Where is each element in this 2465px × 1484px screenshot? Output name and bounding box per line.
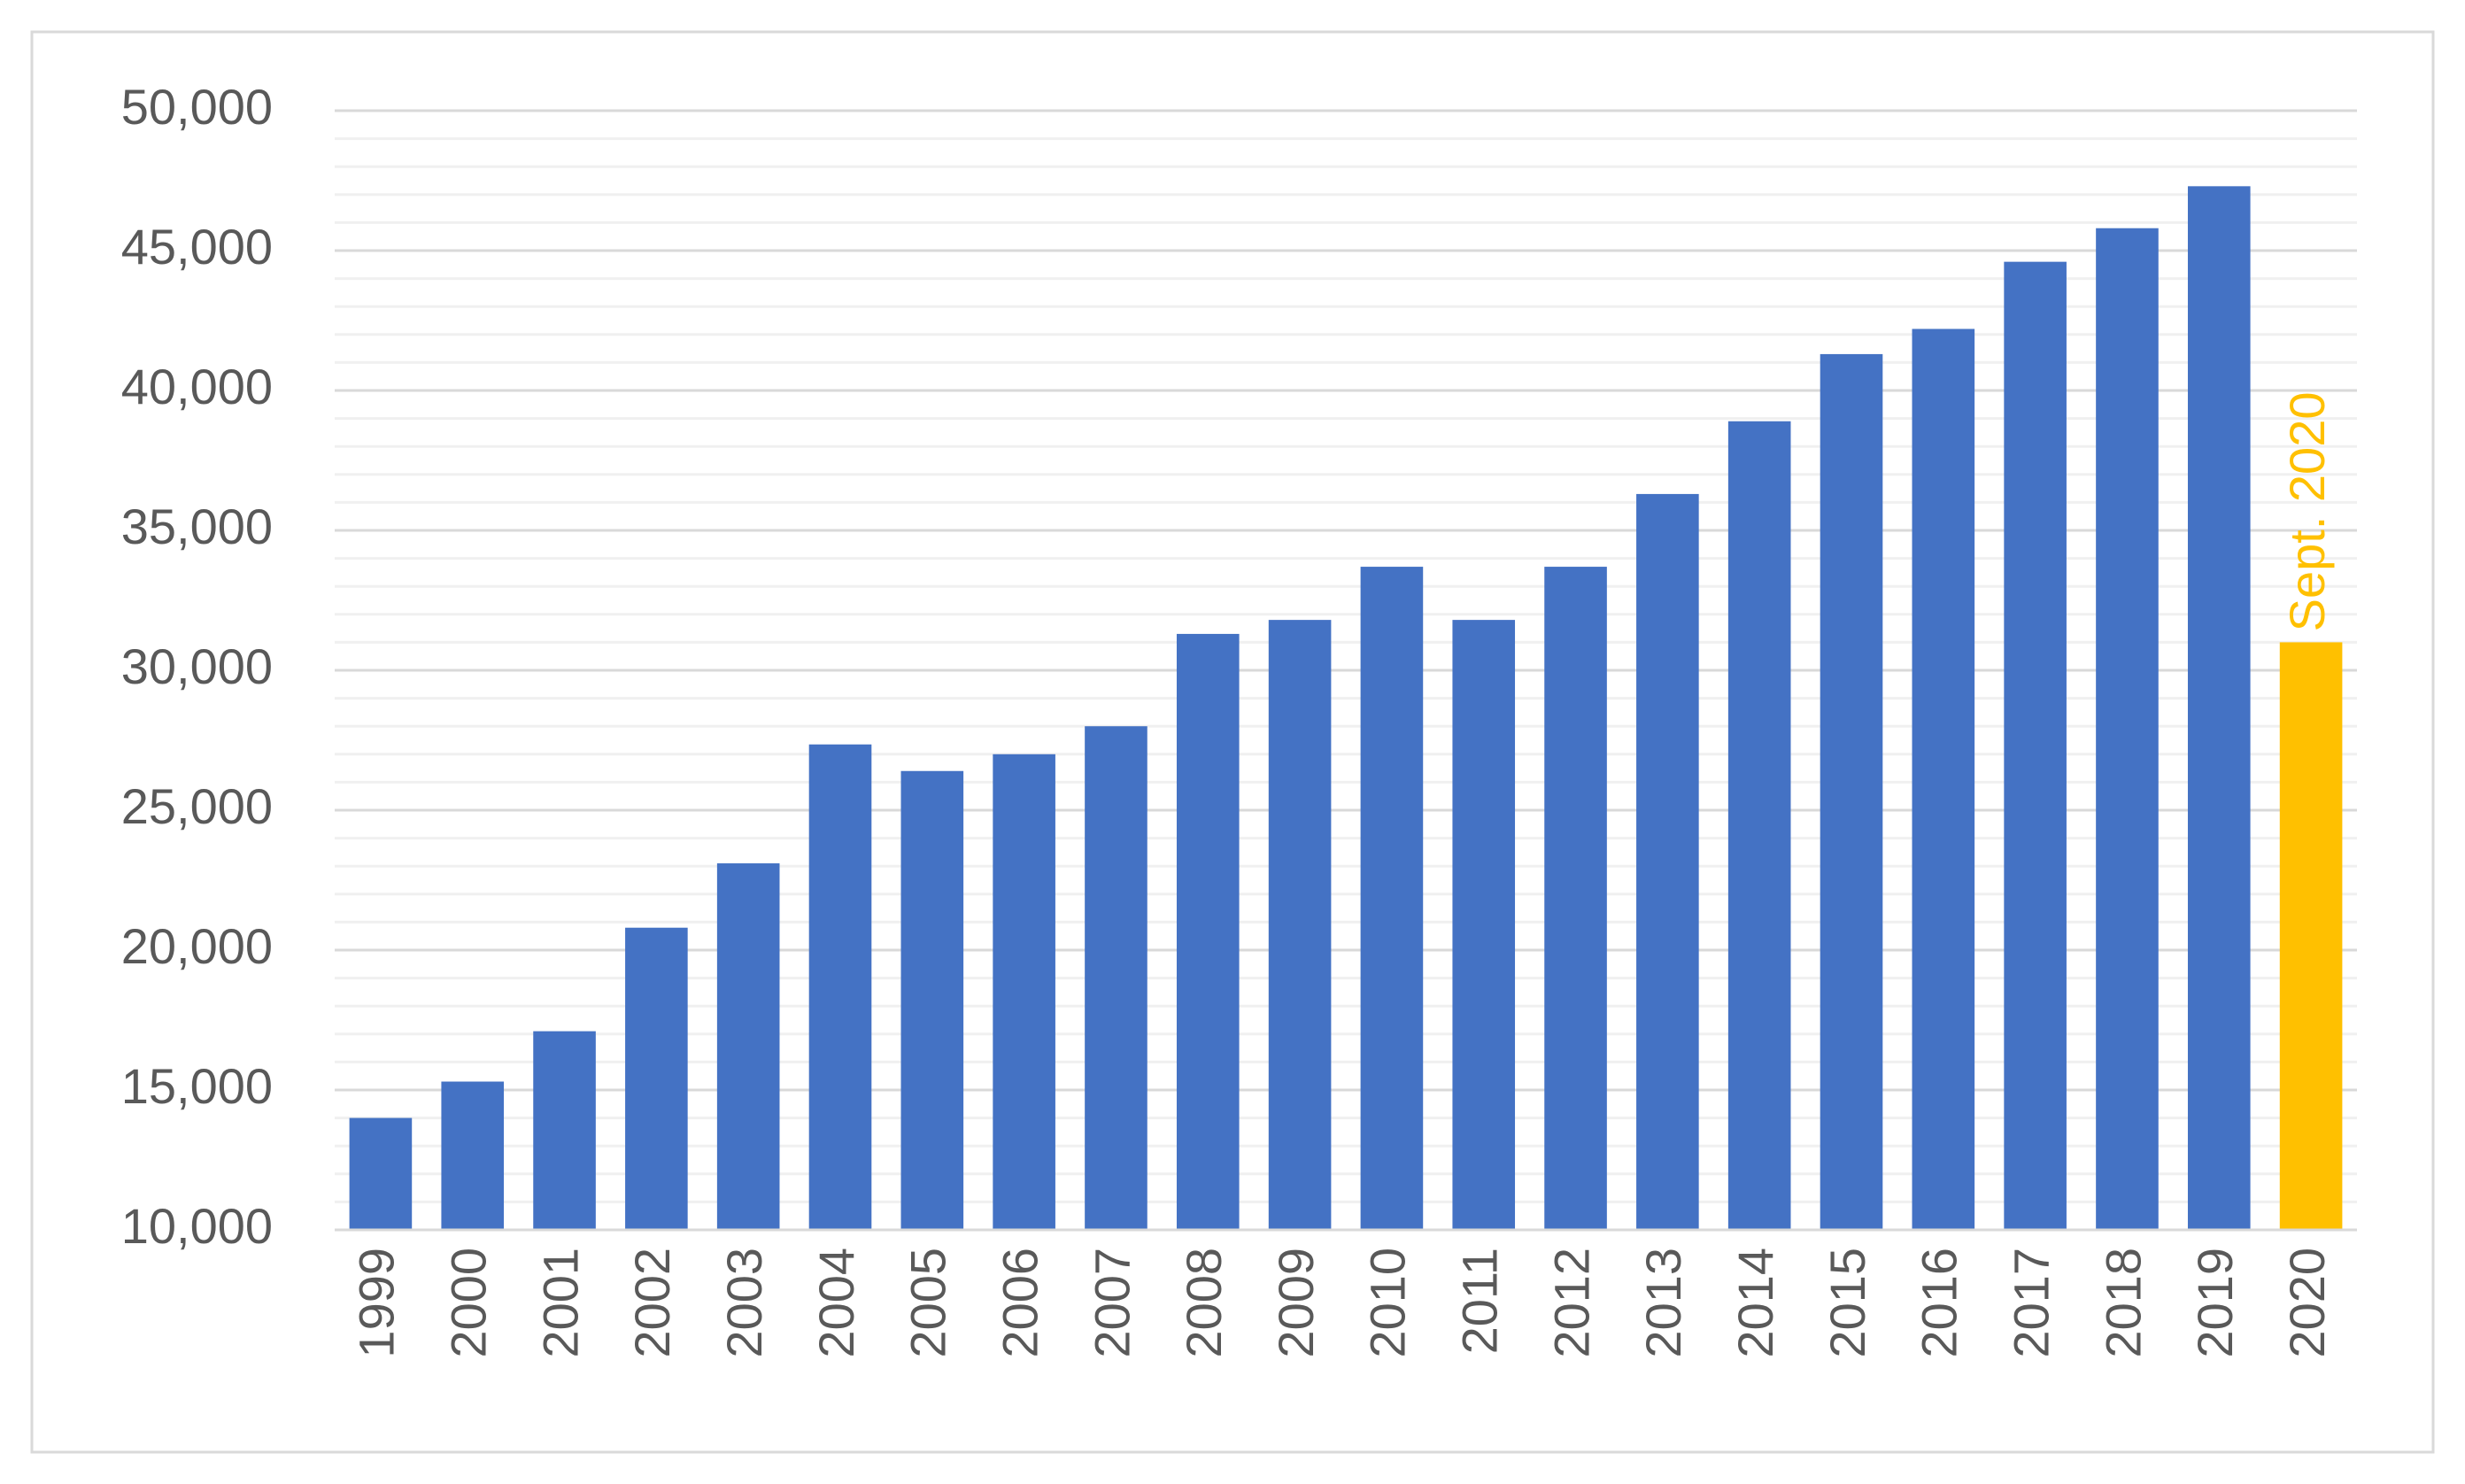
x-tick-label: 2017 (2003, 1248, 2059, 1358)
bar (716, 863, 780, 1230)
x-tick-label: 2019 (2187, 1248, 2243, 1358)
bar (808, 744, 872, 1230)
x-tick-label: 2015 (1820, 1248, 1875, 1358)
y-tick-label: 35,000 (121, 499, 273, 554)
x-tick-label: 2009 (1268, 1248, 1324, 1358)
bar (1268, 620, 1332, 1230)
y-tick-label: 15,000 (121, 1058, 273, 1114)
y-tick-label: 10,000 (121, 1198, 273, 1254)
bar (625, 927, 688, 1230)
bar (1820, 353, 1883, 1230)
bar (533, 1031, 596, 1230)
y-tick-label: 40,000 (121, 359, 273, 414)
bar (1636, 493, 1699, 1230)
y-tick-label: 30,000 (121, 638, 273, 694)
y-tick-label: 50,000 (121, 79, 273, 135)
bar (2096, 228, 2159, 1231)
x-tick-label: 2020 (2279, 1248, 2335, 1358)
bar (2004, 261, 2067, 1230)
bar (1085, 726, 1148, 1230)
x-tick-label: 1999 (349, 1248, 405, 1358)
x-tick-label: 2008 (1176, 1248, 1232, 1358)
y-tick-label: 20,000 (121, 918, 273, 974)
bar (2187, 186, 2251, 1230)
x-tick-label: 2006 (992, 1248, 1047, 1358)
x-tick-label: 2001 (532, 1248, 588, 1358)
x-tick-label: 2014 (1727, 1248, 1783, 1358)
x-tick-label: 2010 (1360, 1248, 1416, 1358)
annotation: Sept. 2020 (2279, 391, 2335, 631)
bar (1912, 328, 1975, 1231)
x-tick-label: 2000 (441, 1248, 497, 1358)
bar (993, 754, 1055, 1230)
x-tick-label: 2007 (1084, 1248, 1140, 1358)
x-tick-label: 2013 (1635, 1248, 1691, 1358)
bar (1452, 620, 1516, 1230)
y-tick-label: 45,000 (121, 219, 273, 274)
x-tick-label: 2002 (624, 1248, 680, 1358)
bar (1176, 633, 1240, 1230)
x-tick-label: 2004 (808, 1248, 864, 1358)
x-tick-label: 2018 (2095, 1248, 2151, 1358)
bar (900, 770, 964, 1230)
x-tick-label: 2003 (716, 1248, 772, 1358)
y-tick-label: 25,000 (121, 778, 273, 834)
bar (1360, 567, 1424, 1230)
bar (1544, 567, 1607, 1230)
x-tick-label: 2016 (1912, 1248, 1967, 1358)
bar (2279, 642, 2343, 1230)
x-tick-label: 2011 (1452, 1248, 1508, 1354)
bar (349, 1117, 413, 1230)
x-tick-label: 2005 (900, 1248, 956, 1358)
bar (1727, 421, 1791, 1230)
x-tick-label: 2012 (1543, 1248, 1599, 1358)
bar (441, 1081, 505, 1230)
